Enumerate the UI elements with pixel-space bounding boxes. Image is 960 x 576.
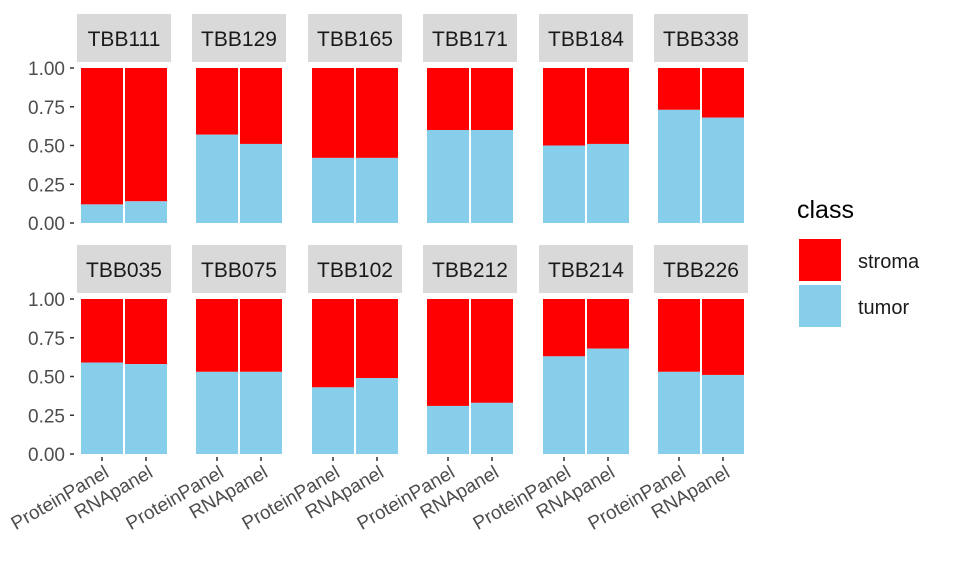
bar-segment-tumor [543, 145, 585, 223]
bar-segment-tumor [81, 362, 123, 454]
facet-strip-label: TBB338 [663, 28, 739, 51]
facet-panel-TBB111: TBB111 0.00 0.25 0.50 0.75 1.00 [28, 14, 171, 235]
bar-segment-tumor [587, 143, 629, 223]
bar-segment-stroma [543, 299, 585, 357]
facet-panel-TBB165: TBB165 [308, 14, 402, 223]
y-tick-label: 1.00 [28, 290, 65, 311]
y-tick-label: 0.75 [28, 98, 65, 119]
facet-strip-label: TBB075 [201, 259, 277, 282]
legend-label-stroma: stroma [858, 251, 920, 273]
bar-segment-stroma [702, 68, 744, 118]
facet-strip-label: TBB102 [317, 259, 393, 282]
bar-segment-tumor [125, 364, 167, 454]
legend-key-stroma [799, 239, 841, 281]
bar-segment-stroma [427, 299, 469, 406]
bar-segment-stroma [543, 68, 585, 146]
bar-segment-tumor [312, 157, 354, 223]
facet-strip [423, 245, 517, 293]
y-tick-label: 0.25 [28, 406, 65, 427]
y-tick-label: 0.75 [28, 329, 65, 350]
facet-strip-label: TBB214 [548, 259, 624, 282]
facet-strip [308, 14, 402, 62]
facet-strip [423, 14, 517, 62]
facet-strip-label: TBB226 [663, 259, 739, 282]
bar-segment-stroma [356, 299, 398, 379]
y-tick-label: 0.50 [28, 137, 65, 158]
bar-segment-stroma [196, 68, 238, 135]
y-tick-label: 0.50 [28, 368, 65, 389]
bar-segment-stroma [125, 68, 167, 202]
legend-label-tumor: tumor [858, 297, 909, 319]
facet-strip-label: TBB035 [86, 259, 162, 282]
facet-strip [192, 14, 286, 62]
facet-strip [308, 245, 402, 293]
facet-panel-TBB129: TBB129 [192, 14, 286, 223]
legend-key-tumor [799, 285, 841, 327]
bar-segment-stroma [356, 68, 398, 158]
facet-panels: TBB111 0.00 0.25 0.50 0.75 1.00 TBB129 TBB165 TB… [8, 14, 748, 535]
bar-segment-tumor [427, 130, 469, 223]
bar-segment-stroma [81, 68, 123, 205]
bar-segment-stroma [471, 68, 513, 130]
bar-segment-tumor [702, 117, 744, 223]
bar-segment-stroma [240, 299, 282, 372]
bar-segment-stroma [587, 299, 629, 349]
bar-segment-tumor [125, 201, 167, 223]
bar-segment-stroma [312, 68, 354, 158]
facet-panel-TBB338: TBB338 [654, 14, 748, 223]
bar-segment-stroma [427, 68, 469, 130]
legend-title: class [797, 196, 854, 224]
facet-strip [77, 14, 171, 62]
facet-panel-TBB035: TBB0350.000.250.500.751.00ProteinPanelRN… [8, 245, 171, 535]
facet-strip [654, 14, 748, 62]
bar-segment-tumor [81, 204, 123, 223]
bar-segment-stroma [658, 299, 700, 372]
y-tick-label: 0.00 [28, 445, 65, 466]
y-tick-label: 0.25 [28, 175, 65, 196]
legend: class stroma tumor [797, 196, 920, 327]
bar-segment-tumor [427, 405, 469, 454]
facet-strip [654, 245, 748, 293]
facet-strip-label: TBB171 [432, 28, 508, 51]
facet-strip [539, 14, 633, 62]
bar-segment-tumor [543, 356, 585, 454]
bar-segment-stroma [125, 299, 167, 365]
bar-segment-tumor [587, 348, 629, 454]
bar-segment-tumor [240, 143, 282, 223]
facet-strip-label: TBB111 [88, 28, 161, 51]
facet-strip-label: TBB184 [548, 28, 624, 51]
bar-segment-tumor [196, 371, 238, 454]
bar-segment-tumor [356, 378, 398, 454]
bar-segment-tumor [471, 402, 513, 454]
bar-segment-tumor [196, 134, 238, 223]
facet-panel-TBB184: TBB184 [539, 14, 633, 223]
bar-segment-tumor [312, 387, 354, 454]
bar-segment-stroma [702, 299, 744, 375]
bar-segment-tumor [240, 371, 282, 454]
bar-segment-tumor [658, 371, 700, 454]
bar-segment-tumor [658, 109, 700, 223]
bar-segment-stroma [587, 68, 629, 144]
facet-strip [77, 245, 171, 293]
bar-segment-stroma [658, 68, 700, 110]
bar-segment-stroma [240, 68, 282, 144]
bar-segment-stroma [81, 299, 123, 363]
bar-segment-stroma [471, 299, 513, 403]
facet-strip-label: TBB212 [432, 259, 508, 282]
facet-strip [192, 245, 286, 293]
y-tick-label: 1.00 [28, 59, 65, 80]
bar-segment-tumor [702, 374, 744, 454]
y-tick-label: 0.00 [28, 214, 65, 235]
bar-segment-tumor [471, 130, 513, 223]
facet-panel-TBB171: TBB171 [423, 14, 517, 223]
bar-segment-tumor [356, 157, 398, 223]
facet-strip [539, 245, 633, 293]
facet-strip-label: TBB129 [201, 28, 277, 51]
facet-strip-label: TBB165 [317, 28, 393, 51]
bar-segment-stroma [196, 299, 238, 372]
bar-segment-stroma [312, 299, 354, 388]
